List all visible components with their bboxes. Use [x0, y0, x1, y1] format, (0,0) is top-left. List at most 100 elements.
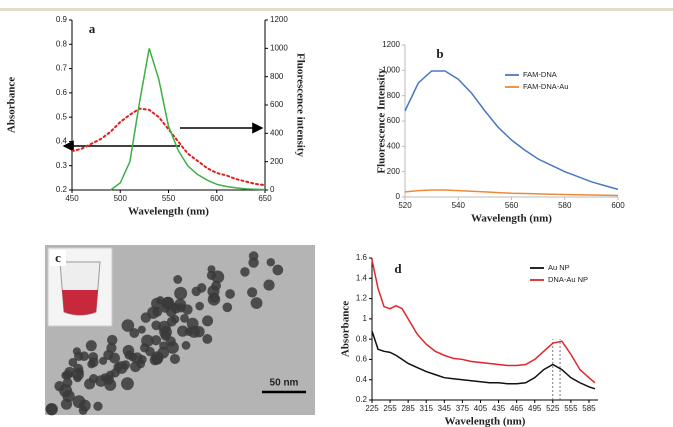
y2-tick-label: 0: [270, 185, 275, 194]
particle: [250, 297, 263, 309]
particle: [68, 358, 78, 367]
particle: [137, 325, 146, 334]
particle: [159, 341, 168, 350]
particle: [156, 296, 165, 305]
particle: [103, 349, 114, 361]
inset-photo: c: [47, 247, 113, 327]
x-tick-label: 375: [456, 404, 470, 413]
y2-tick-label: 800: [270, 72, 284, 81]
particle: [181, 341, 191, 350]
panel-label: a: [89, 21, 96, 36]
particle: [121, 319, 135, 332]
y-axis-title: Fluorescence Intensity: [376, 68, 388, 174]
x-tick-label: 500: [114, 194, 128, 203]
panel-label: c: [55, 250, 61, 265]
particle: [61, 371, 70, 380]
y-tick-label: 1.4: [356, 273, 368, 282]
particle: [174, 286, 188, 300]
x-axis-title: Wavelength (nm): [128, 206, 209, 218]
x-tick-label: 225: [365, 404, 379, 413]
y-axis-title: Absorbance: [340, 301, 352, 357]
particle: [159, 325, 172, 339]
particle: [207, 265, 216, 274]
particle: [75, 367, 84, 376]
particle: [45, 403, 58, 416]
particle: [93, 401, 103, 411]
beaker-liquid: [62, 290, 98, 315]
x-axis-title: Wavelength (nm): [471, 213, 552, 225]
x-tick-label: 600: [611, 201, 625, 210]
panel-label: b: [436, 46, 443, 61]
x-tick-label: 315: [420, 404, 434, 413]
y-tick-label: 0.5: [56, 112, 68, 121]
particle: [62, 389, 75, 403]
y-tick-label: 0.8: [356, 334, 368, 343]
y-tick-label: 0.9: [56, 15, 68, 24]
particle: [240, 267, 250, 277]
x-tick-label: 525: [546, 404, 560, 413]
particle: [150, 335, 162, 346]
y2-tick-label: 1000: [270, 43, 288, 52]
particle: [161, 297, 175, 310]
particle: [171, 303, 182, 314]
y-tick-label: 800: [387, 91, 401, 100]
x-tick-label: 650: [258, 194, 272, 203]
particle: [54, 381, 65, 392]
x-tick-label: 435: [492, 404, 506, 413]
particle: [202, 334, 213, 344]
particle: [115, 361, 128, 374]
particle: [152, 306, 163, 317]
y-axis-title: Absorbance: [6, 77, 18, 133]
particle: [122, 344, 135, 357]
legend-label: DNA-Au NP: [548, 275, 588, 284]
series-line: [404, 70, 619, 191]
particle: [79, 351, 89, 361]
particle: [222, 302, 233, 313]
particle: [166, 341, 179, 354]
y2-tick-label: 400: [270, 128, 284, 137]
top-rule: [0, 8, 673, 11]
particle: [85, 340, 97, 352]
series-line: [404, 189, 619, 197]
particle: [106, 334, 118, 346]
particle: [272, 264, 284, 276]
particle: [105, 370, 115, 380]
series-line: [110, 48, 266, 191]
x-tick-label: 520: [398, 201, 412, 210]
x-tick-label: 465: [510, 404, 524, 413]
particle: [173, 275, 183, 284]
y-tick-label: 600: [387, 116, 401, 125]
particle: [151, 320, 162, 331]
particle: [184, 327, 194, 336]
y-tick-label: 200: [387, 167, 401, 176]
x-tick-label: 555: [564, 404, 578, 413]
series-line: [71, 107, 266, 187]
particle: [169, 353, 180, 365]
particle: [202, 315, 214, 327]
particle: [182, 304, 193, 315]
y-tick-label: 0.2: [56, 185, 68, 194]
x-tick-label: 450: [65, 194, 79, 203]
x-tick-label: 585: [582, 404, 596, 413]
x-tick-label: 560: [505, 201, 519, 210]
particle: [248, 251, 259, 261]
particle: [121, 377, 134, 391]
x-tick-label: 580: [558, 201, 572, 210]
x-tick-label: 540: [452, 201, 466, 210]
x-tick-label: 550: [162, 194, 176, 203]
y-tick-label: 0.7: [56, 64, 68, 73]
y-tick-label: 1: [363, 314, 368, 323]
particle: [263, 279, 275, 291]
x-axis-title: Wavelength (nm): [445, 416, 526, 427]
y2-tick-label: 1200: [270, 15, 288, 24]
particle: [209, 292, 220, 303]
y2-axis-title: Fluorescence intensity: [294, 53, 306, 157]
particle: [140, 343, 150, 353]
particle: [266, 258, 275, 267]
particle: [196, 283, 207, 293]
y-tick-label: 0.4: [356, 375, 368, 384]
series-line: [371, 259, 596, 384]
particle: [211, 270, 225, 284]
x-tick-label: 600: [210, 194, 224, 203]
